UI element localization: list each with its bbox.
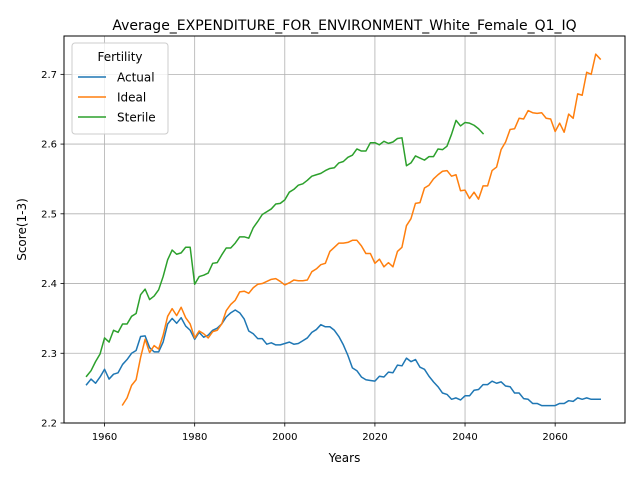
legend-label-sterile: Sterile [117,111,156,125]
y-tick-label: 2.2 [41,419,57,430]
x-tick-label: 1960 [92,432,117,443]
y-tick-label: 2.3 [41,349,57,360]
legend-items: Actual Ideal Sterile [78,71,156,125]
series-lines [85,53,602,407]
y-axis-label: Score(1-3) [15,198,29,261]
legend-box [71,42,169,135]
y-tick-label: 2.5 [41,209,57,220]
x-axis-ticks: 1960 1980 2000 2020 2040 2060 [92,423,568,443]
series-line-actual [85,309,601,407]
x-tick-label: 1980 [182,432,207,443]
x-tick-label: 2000 [272,432,297,443]
x-tick-label: 2060 [542,432,567,443]
x-tick-label: 2040 [452,432,477,443]
plot-area-frame [63,35,626,424]
series-line-sterile [85,119,485,378]
y-tick-label: 2.7 [41,70,57,81]
x-tick-label: 2020 [362,432,387,443]
x-axis-label: Years [328,451,361,465]
grid-lines [64,36,625,424]
legend-label-actual: Actual [117,71,155,85]
legend-label-ideal: Ideal [117,91,146,105]
y-tick-label: 2.6 [41,140,57,151]
chart-title: Average_EXPENDITURE_FOR_ENVIRONMENT_Whit… [112,18,576,34]
y-axis-ticks: 2.2 2.3 2.4 2.5 2.6 2.7 [41,70,64,430]
series-line-ideal [121,53,602,406]
legend-title: Fertility [97,50,142,64]
legend: Fertility Actual Ideal Sterile [71,42,169,135]
y-tick-label: 2.4 [41,279,57,290]
